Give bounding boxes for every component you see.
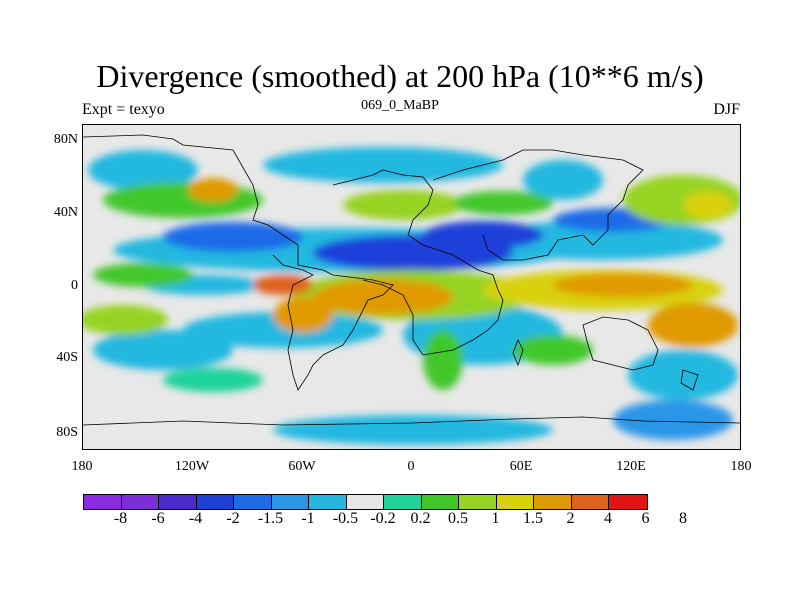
field-blob: [83, 305, 168, 335]
colorbar-label: -2: [226, 510, 240, 527]
colorbar: [83, 494, 648, 510]
colorbar-swatch: [496, 495, 534, 509]
colorbar-swatch: [84, 495, 122, 509]
field-blob: [423, 330, 463, 390]
lon-label-120e: 120E: [616, 459, 646, 474]
field-blob: [263, 147, 503, 183]
colorbar-label: 2: [566, 510, 575, 527]
colorbar-swatch: [159, 495, 197, 509]
colorbar-label: 0.5: [448, 510, 468, 527]
lon-label-60e: 60E: [509, 459, 533, 474]
coastline: [83, 134, 740, 426]
colorbar-swatch: [196, 495, 234, 509]
field-blob: [188, 178, 238, 202]
colorbar-swatch: [384, 495, 422, 509]
colorbar-label: -0.5: [332, 510, 359, 527]
run-label: 069_0_MaBP: [361, 98, 439, 113]
field-blob: [648, 303, 738, 347]
lon-label-120w: 120W: [174, 459, 210, 474]
colorbar-swatch: [421, 495, 459, 509]
colorbar-swatch: [271, 495, 309, 509]
colorbar-label: 8: [679, 510, 687, 527]
field-blob: [103, 182, 263, 218]
colorbar-label: 1.5: [523, 510, 543, 527]
colorbar-label: 6: [641, 510, 650, 527]
season-label: DJF: [713, 101, 740, 118]
field-blob: [88, 150, 198, 190]
field-blob: [628, 350, 738, 400]
field-blob: [93, 263, 193, 287]
field-blob: [163, 222, 303, 252]
field-blob: [513, 335, 593, 365]
field-blob: [453, 191, 553, 215]
map-title: Divergence (smoothed) at 200 hPa (10**6 …: [96, 58, 704, 94]
field-blob: [253, 275, 313, 295]
colorbar-label: -0.2: [370, 510, 396, 527]
divergence-map: [82, 124, 741, 450]
colorbar-swatch: [309, 495, 347, 509]
field-blob: [343, 190, 463, 220]
colorbar-swatch: [234, 495, 272, 509]
colorbar-swatch: [459, 495, 497, 509]
lat-label-40n: 40N: [53, 205, 78, 220]
colorbar-swatch: [121, 495, 159, 509]
colorbar-swatch: [571, 495, 609, 509]
colorbar-label: 4: [604, 510, 612, 527]
colorbar-label: -6: [151, 510, 165, 527]
field-blob: [93, 330, 233, 370]
lat-label-0: 0: [71, 278, 78, 293]
field-blob: [553, 273, 693, 297]
lon-label-0: 0: [407, 459, 415, 474]
colorbar-label: 1: [491, 510, 500, 527]
field-blob: [313, 279, 453, 315]
field-blob: [483, 220, 723, 260]
colorbar-swatch: [534, 495, 572, 509]
field-blob: [683, 191, 733, 219]
field-blob: [523, 160, 603, 200]
lat-label-80n: 80N: [53, 132, 78, 147]
lon-label-60w: 60W: [288, 459, 316, 474]
lat-label-80s: 80S: [56, 425, 78, 440]
field-blob: [273, 415, 553, 445]
experiment-label: Expt = texyo: [82, 101, 165, 118]
lon-label-180w: 180: [71, 459, 93, 474]
lon-label-180e: 180: [730, 459, 752, 474]
colorbar-swatch: [346, 495, 384, 509]
colorbar-label: 0.2: [410, 510, 431, 527]
colorbar-label: -8: [113, 510, 128, 527]
lat-label-40s: 40S: [56, 350, 78, 365]
field-blob: [613, 400, 733, 440]
colorbar-swatch: [609, 495, 647, 509]
colorbar-label: -4: [188, 510, 203, 527]
field-blob: [163, 368, 263, 392]
field-blob: [273, 297, 333, 333]
colorbar-label: -1: [301, 510, 315, 527]
field-blob: [183, 312, 383, 348]
colorbar-label: -1.5: [257, 510, 284, 527]
divergence-field: [83, 134, 740, 445]
